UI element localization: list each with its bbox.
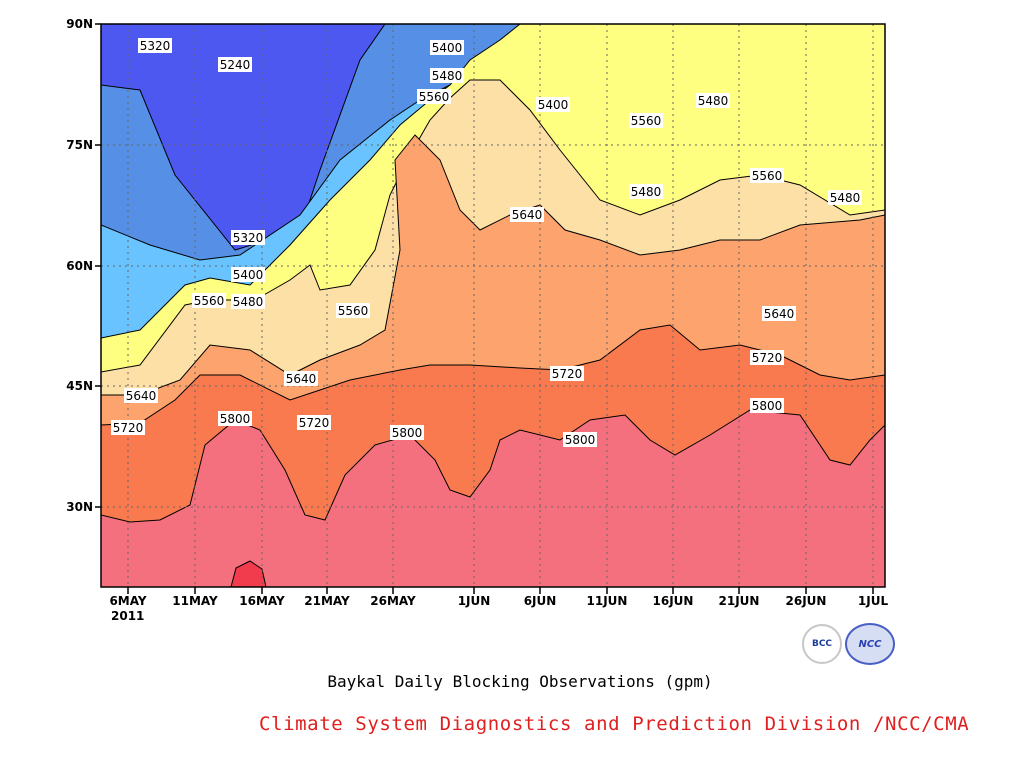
y-tick-label: 30N (66, 500, 93, 514)
svg-text:5480: 5480 (631, 185, 662, 199)
svg-text:5560: 5560 (338, 304, 369, 318)
svg-text:5320: 5320 (233, 231, 264, 245)
contour-label: 5480 (696, 93, 730, 108)
x-tick-label: 6JUN (524, 594, 557, 608)
bcc-logo: BCC (802, 624, 842, 664)
x-tick-label: 1JUN (458, 594, 491, 608)
contour-label: 5720 (111, 420, 145, 435)
contour-labels: 5320 5240 5400 5480 5560 5400 5560 5480 5480 5560… (111, 38, 862, 447)
x-tick-label: 2011 (111, 609, 144, 623)
contour-label: 5640 (762, 306, 796, 321)
grid-lines (101, 24, 885, 587)
contour-label: 5320 (138, 38, 172, 53)
bcc-logo-text: BCC (811, 639, 833, 649)
contour-label: 5640 (124, 388, 158, 403)
svg-text:5800: 5800 (752, 399, 783, 413)
contour-label: 5720 (297, 415, 331, 430)
svg-text:5320: 5320 (140, 39, 171, 53)
contour-label: 5480 (430, 68, 464, 83)
svg-text:5720: 5720 (113, 421, 144, 435)
svg-text:5640: 5640 (512, 208, 543, 222)
svg-text:5560: 5560 (419, 90, 450, 104)
svg-text:5480: 5480 (698, 94, 729, 108)
contour-label: 5560 (417, 89, 451, 104)
svg-text:5560: 5560 (752, 169, 783, 183)
x-tick-label: 6MAY (109, 594, 146, 608)
svg-text:5720: 5720 (299, 416, 330, 430)
band-5880 (230, 560, 267, 587)
svg-text:5400: 5400 (538, 98, 569, 112)
contour-label: 5800 (218, 411, 252, 426)
x-tick-label: 11JUN (587, 594, 628, 608)
x-tick-label: 16MAY (239, 594, 285, 608)
x-tick-label: 21JUN (719, 594, 760, 608)
contour-label: 5560 (336, 303, 370, 318)
contour-label: 5480 (231, 294, 265, 309)
svg-text:5800: 5800 (392, 426, 423, 440)
plot-frame (100, 23, 886, 588)
chart-title: Baykal Daily Blocking Observations (gpm) (327, 672, 713, 691)
contour-label: 5640 (284, 371, 318, 386)
ncc-logo: NCC (845, 623, 895, 665)
contour-label: 5240 (218, 57, 252, 72)
contour-label: 5640 (510, 207, 544, 222)
contour-label: 5400 (536, 97, 570, 112)
x-tick-label: 26JUN (786, 594, 827, 608)
contour-label: 5560 (629, 113, 663, 128)
y-tick-label: 90N (66, 17, 93, 31)
x-tick-label: 1JUL (858, 594, 889, 608)
contour-label: 5720 (750, 350, 784, 365)
svg-text:5480: 5480 (233, 295, 264, 309)
svg-text:5640: 5640 (764, 307, 795, 321)
svg-text:5640: 5640 (126, 389, 157, 403)
svg-text:5400: 5400 (233, 268, 264, 282)
svg-text:5480: 5480 (830, 191, 861, 205)
x-tick-label: 21MAY (304, 594, 350, 608)
contour-label: 5320 (231, 230, 265, 245)
svg-text:5240: 5240 (220, 58, 251, 72)
x-tick-label: 16JUN (653, 594, 694, 608)
y-tick-label: 75N (66, 138, 93, 152)
svg-text:5720: 5720 (752, 351, 783, 365)
contour-label: 5480 (828, 190, 862, 205)
x-tick-label: 26MAY (370, 594, 416, 608)
contour-label: 5560 (750, 168, 784, 183)
contour-label: 5560 (192, 293, 226, 308)
ncc-logo-text: NCC (858, 638, 882, 650)
svg-text:5560: 5560 (631, 114, 662, 128)
contour-label: 5480 (629, 184, 663, 199)
svg-text:5480: 5480 (432, 69, 463, 83)
svg-text:5560: 5560 (194, 294, 225, 308)
credit-text: Climate System Diagnostics and Predictio… (259, 713, 970, 735)
svg-text:5800: 5800 (565, 433, 596, 447)
svg-text:5800: 5800 (220, 412, 251, 426)
y-tick-label: 60N (66, 259, 93, 273)
contour-label: 5800 (563, 432, 597, 447)
svg-text:5400: 5400 (432, 41, 463, 55)
contour-label: 5400 (231, 267, 265, 282)
y-axis: 90N 75N 60N 45N 30N (66, 17, 101, 514)
svg-text:5640: 5640 (286, 372, 317, 386)
svg-text:5720: 5720 (552, 367, 583, 381)
y-tick-label: 45N (66, 379, 93, 393)
contour-label: 5800 (390, 425, 424, 440)
contour-label: 5400 (430, 40, 464, 55)
contour-label: 5800 (750, 398, 784, 413)
contour-label: 5720 (550, 366, 584, 381)
x-tick-label: 11MAY (172, 594, 218, 608)
contour-bands (101, 24, 885, 587)
